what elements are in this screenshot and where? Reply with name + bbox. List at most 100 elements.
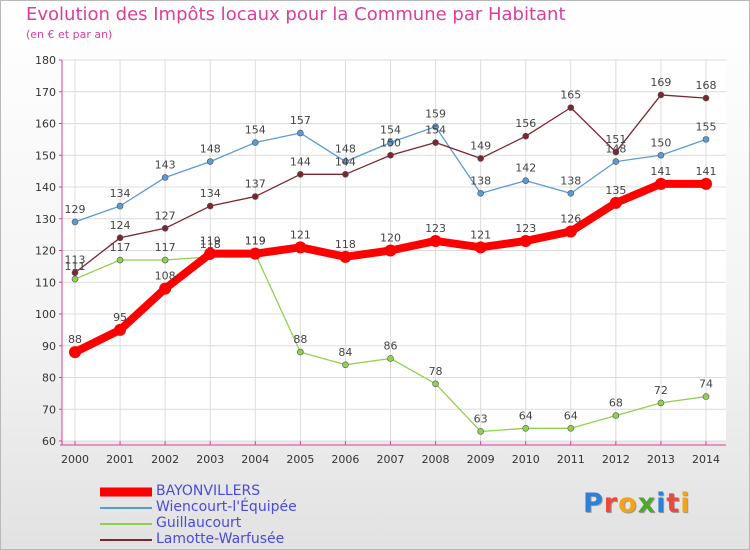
- data-point: [294, 241, 307, 254]
- data-point: [477, 190, 484, 197]
- data-label: 154: [380, 124, 401, 137]
- data-label: 84: [338, 346, 352, 359]
- data-point: [204, 247, 217, 260]
- chart-title: Evolution des Impôts locaux pour la Comm…: [26, 4, 566, 25]
- data-label: 156: [515, 117, 536, 130]
- data-label: 117: [110, 241, 131, 254]
- data-label: 95: [113, 311, 127, 324]
- data-label: 108: [155, 270, 176, 283]
- legend-label: Wiencourt-l'Équipée: [156, 499, 297, 515]
- data-label: 157: [290, 114, 311, 127]
- data-label: 154: [245, 124, 266, 137]
- data-point: [384, 244, 397, 257]
- data-point: [251, 139, 259, 146]
- data-point: [116, 256, 124, 264]
- x-tick-label: 2000: [61, 453, 89, 466]
- data-point: [387, 139, 394, 146]
- data-point: [297, 129, 304, 137]
- data-label: 144: [290, 155, 311, 168]
- data-label: 64: [519, 409, 533, 422]
- data-label: 148: [605, 143, 626, 156]
- logo-letter: i: [656, 488, 667, 519]
- data-point: [161, 256, 169, 264]
- data-label: 118: [200, 238, 221, 251]
- data-label: 127: [155, 209, 176, 222]
- data-point: [432, 380, 439, 388]
- y-tick-label: 90: [42, 340, 56, 353]
- y-tick-label: 110: [35, 276, 56, 289]
- y-tick-label: 170: [35, 86, 56, 99]
- x-tick-label: 2010: [512, 453, 540, 466]
- x-tick-label: 2011: [557, 453, 585, 466]
- data-point: [702, 94, 710, 102]
- legend-swatch-lamotte: [100, 539, 152, 541]
- data-label: 117: [155, 241, 176, 254]
- legend-swatch-bayonvillers: [100, 487, 152, 497]
- y-tick-label: 160: [35, 118, 56, 131]
- data-label: 119: [245, 235, 266, 248]
- x-tick-label: 2007: [377, 453, 405, 466]
- data-point: [71, 269, 79, 277]
- y-tick-label: 60: [42, 435, 56, 448]
- data-point: [567, 104, 575, 111]
- x-tick-label: 2014: [692, 453, 720, 466]
- data-point: [609, 196, 622, 209]
- data-label: 120: [380, 232, 401, 245]
- data-label: 68: [609, 397, 623, 410]
- data-point: [612, 148, 620, 156]
- data-point: [567, 190, 575, 197]
- chart-subtitle: (en € et par an): [26, 28, 113, 41]
- logo-letter: t: [666, 488, 681, 519]
- y-tick-label: 120: [35, 245, 56, 258]
- data-label: 88: [68, 333, 82, 346]
- data-label: 159: [425, 108, 446, 121]
- data-label: 148: [335, 143, 356, 156]
- data-point: [519, 234, 532, 247]
- y-tick-label: 130: [35, 213, 56, 226]
- data-point: [474, 241, 487, 254]
- y-tick-label: 80: [42, 372, 56, 385]
- x-tick-label: 2005: [286, 453, 314, 466]
- data-label: 134: [200, 187, 221, 200]
- data-point: [522, 177, 530, 184]
- data-label: 165: [560, 89, 581, 102]
- data-point: [206, 202, 214, 210]
- data-label: 74: [699, 378, 713, 391]
- data-point: [477, 428, 484, 435]
- data-point: [342, 361, 349, 369]
- data-point: [432, 123, 439, 130]
- data-point: [114, 323, 127, 336]
- x-tick-label: 2009: [467, 453, 495, 466]
- data-point: [702, 393, 710, 400]
- data-label: 155: [696, 120, 717, 133]
- y-tick-label: 180: [35, 54, 56, 67]
- data-label: 118: [335, 238, 356, 251]
- data-point: [161, 224, 169, 232]
- data-label: 134: [110, 187, 131, 200]
- y-tick-label: 100: [35, 308, 56, 321]
- data-label: 150: [380, 136, 401, 149]
- x-tick-label: 2013: [647, 453, 675, 466]
- data-point: [161, 174, 169, 181]
- data-point: [206, 158, 214, 165]
- data-point: [432, 139, 439, 146]
- x-tick-label: 2001: [106, 453, 134, 466]
- data-label: 141: [696, 165, 717, 178]
- data-label: 88: [293, 333, 307, 346]
- data-point: [251, 193, 259, 200]
- data-label: 124: [110, 219, 131, 232]
- logo-letter: i: [680, 488, 691, 519]
- data-point: [342, 158, 349, 165]
- logo-letter: o: [618, 488, 638, 519]
- legend-swatch-wiencourt: [100, 507, 152, 509]
- data-label: 148: [200, 143, 221, 156]
- data-label: 63: [474, 412, 488, 425]
- y-tick-label: 140: [35, 181, 56, 194]
- data-point: [342, 171, 349, 178]
- data-point: [564, 225, 577, 238]
- data-label: 111: [65, 260, 86, 273]
- x-tick-label: 2012: [602, 453, 630, 466]
- data-label: 154: [425, 124, 446, 137]
- data-point: [339, 250, 352, 263]
- data-label: 138: [470, 174, 491, 187]
